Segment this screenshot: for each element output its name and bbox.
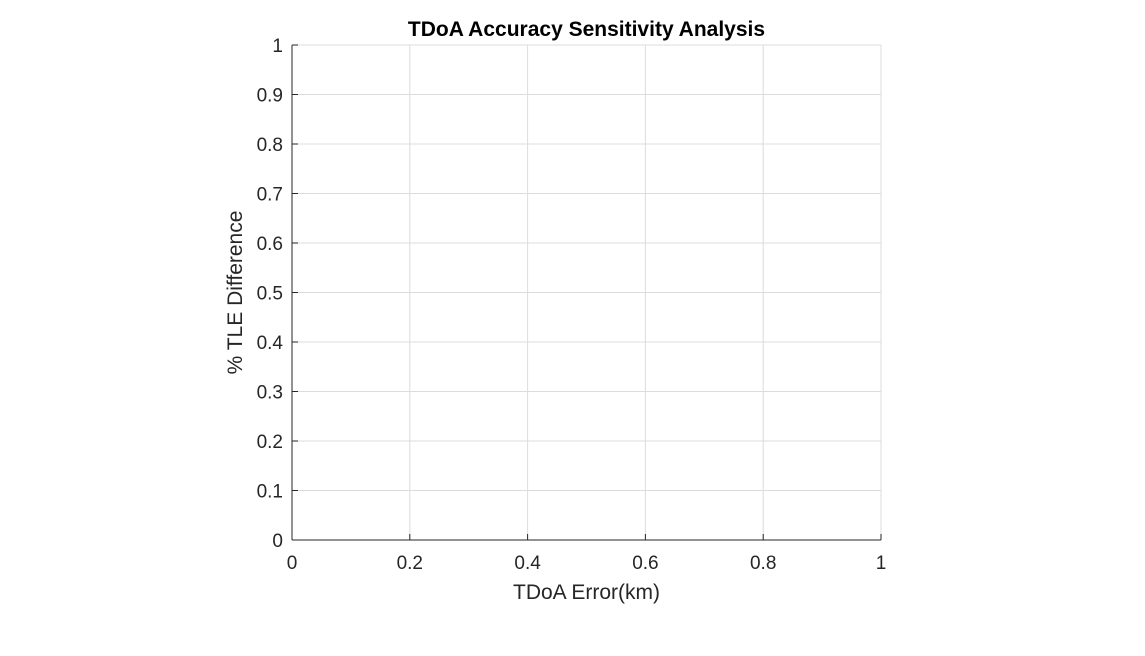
y-tick-label: 0.5 bbox=[257, 284, 283, 305]
x-tick-label: 0.4 bbox=[514, 553, 541, 574]
x-tick-label: 0.2 bbox=[397, 553, 423, 574]
x-tick-label: 0.6 bbox=[632, 553, 658, 574]
ticks: 0 0.2 0.4 0.6 0.8 1 0 0.1 0.2 0.3 0.4 0.5 0.6 0.7 0.8 0… bbox=[257, 36, 887, 574]
y-tick-label: 0.8 bbox=[257, 135, 283, 156]
chart-title: TDoA Accuracy Sensitivity Analysis bbox=[408, 18, 765, 41]
y-tick-label: 0.2 bbox=[257, 432, 283, 453]
y-tick-label: 0 bbox=[272, 531, 283, 552]
y-tick-label: 1 bbox=[272, 36, 283, 57]
y-axis-label: % TLE Difference bbox=[224, 211, 247, 375]
y-tick-label: 0.6 bbox=[257, 234, 283, 255]
x-tick-label: 0 bbox=[287, 553, 298, 574]
y-tick-label: 0.3 bbox=[257, 383, 283, 404]
grid bbox=[291, 44, 882, 541]
x-axis-label: TDoA Error(km) bbox=[513, 581, 660, 604]
y-tick-label: 0.4 bbox=[257, 333, 284, 354]
y-tick-label: 0.9 bbox=[257, 86, 283, 107]
y-tick-label: 0.1 bbox=[257, 482, 283, 503]
x-tick-label: 0.8 bbox=[750, 553, 776, 574]
x-tick-label: 1 bbox=[876, 553, 887, 574]
y-tick-label: 0.7 bbox=[257, 185, 283, 206]
